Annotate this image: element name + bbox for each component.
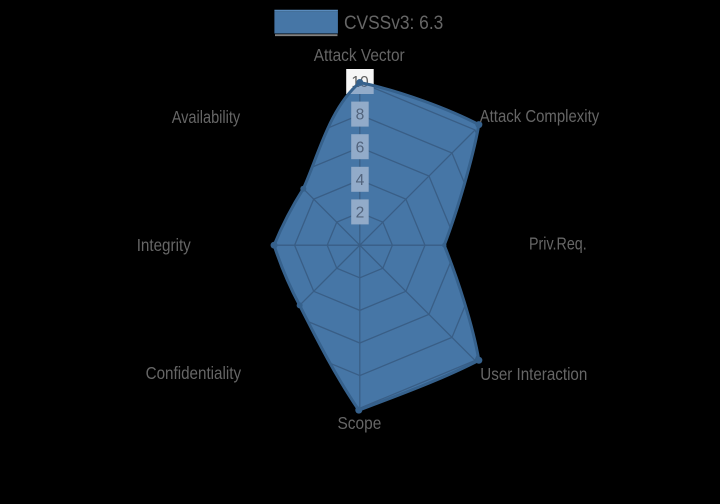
svg-text:User Interaction: User Interaction	[480, 364, 587, 384]
svg-text:4: 4	[356, 172, 365, 189]
svg-text:Attack Complexity: Attack Complexity	[480, 106, 600, 126]
svg-text:6: 6	[356, 139, 365, 156]
svg-text:10: 10	[351, 74, 369, 91]
svg-text:Integrity: Integrity	[137, 235, 191, 255]
svg-text:Priv.Req.: Priv.Req.	[529, 233, 587, 253]
svg-text:Availability: Availability	[172, 107, 241, 127]
svg-text:CVSSv3: 6.3: CVSSv3: 6.3	[344, 12, 443, 34]
svg-text:Scope: Scope	[338, 413, 382, 433]
svg-text:Confidentiality: Confidentiality	[146, 363, 242, 383]
svg-text:Attack Vector: Attack Vector	[314, 45, 405, 65]
svg-text:8: 8	[356, 107, 365, 124]
svg-text:2: 2	[356, 205, 365, 222]
